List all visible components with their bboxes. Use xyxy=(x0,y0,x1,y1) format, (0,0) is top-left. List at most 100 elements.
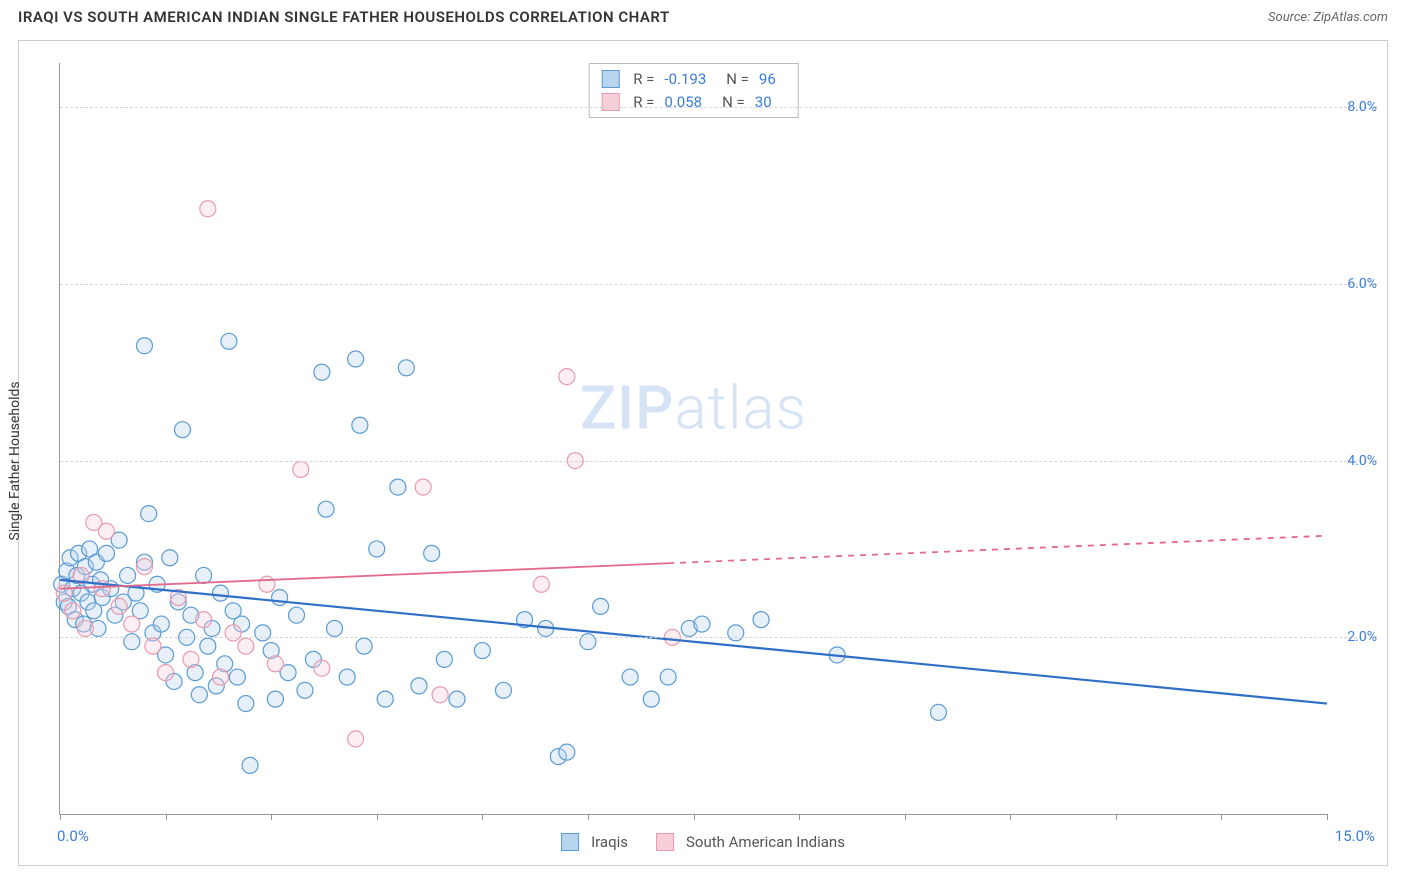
scatter-point xyxy=(191,687,207,703)
x-tick xyxy=(271,814,272,820)
scatter-point xyxy=(200,201,216,217)
scatter-point xyxy=(111,598,127,614)
x-tick xyxy=(694,814,695,820)
plot-svg xyxy=(60,63,1327,814)
scatter-point xyxy=(495,682,511,698)
y-tick-label: 8.0% xyxy=(1341,99,1377,115)
legend-swatch xyxy=(561,833,579,851)
x-axis-min-label: 0.0% xyxy=(57,827,89,845)
chart-container: Single Father Households ZIPatlas R =-0.… xyxy=(18,40,1388,866)
plot-area: ZIPatlas R =-0.193N =96R =0.058N =30 2.0… xyxy=(59,63,1327,815)
legend-series-label: Iraqis xyxy=(591,833,628,851)
legend-series-item: Iraqis xyxy=(561,833,628,851)
scatter-point xyxy=(533,576,549,592)
scatter-point xyxy=(348,731,364,747)
scatter-point xyxy=(162,550,178,566)
legend-series-label: South American Indians xyxy=(686,833,845,851)
scatter-point xyxy=(449,691,465,707)
x-tick xyxy=(377,814,378,820)
x-tick xyxy=(166,814,167,820)
scatter-point xyxy=(930,704,946,720)
legend-correlation: R = -0.193 N = 96R = 0.058 N = 30 xyxy=(588,63,799,118)
scatter-point xyxy=(242,757,258,773)
scatter-point xyxy=(158,665,174,681)
legend-n-label: N = xyxy=(722,91,745,114)
gridline xyxy=(60,284,1377,285)
x-tick xyxy=(1116,814,1117,820)
trend-line-dashed xyxy=(668,536,1327,564)
scatter-point xyxy=(229,669,245,685)
scatter-point xyxy=(436,651,452,667)
scatter-point xyxy=(559,369,575,385)
scatter-point xyxy=(120,567,136,583)
scatter-point xyxy=(559,744,575,760)
scatter-point xyxy=(259,576,275,592)
scatter-point xyxy=(124,634,140,650)
scatter-point xyxy=(314,364,330,380)
scatter-point xyxy=(327,620,343,636)
scatter-point xyxy=(293,461,309,477)
legend-r-label: R = xyxy=(633,91,654,114)
x-tick xyxy=(1221,814,1222,820)
legend-r-value: 0.058 xyxy=(664,91,702,114)
scatter-point xyxy=(255,625,271,641)
legend-n-value: 96 xyxy=(759,68,776,91)
legend-swatch xyxy=(601,70,619,88)
scatter-point xyxy=(267,691,283,707)
scatter-point xyxy=(694,616,710,632)
scatter-point xyxy=(153,616,169,632)
x-tick xyxy=(905,814,906,820)
scatter-point xyxy=(289,607,305,623)
x-tick xyxy=(1010,814,1011,820)
legend-swatch xyxy=(656,833,674,851)
gridline xyxy=(60,107,1377,108)
scatter-point xyxy=(622,669,638,685)
scatter-point xyxy=(221,333,237,349)
scatter-point xyxy=(728,625,744,641)
y-tick-label: 4.0% xyxy=(1341,453,1377,469)
legend-series: Iraqis South American Indians xyxy=(561,833,845,851)
x-tick xyxy=(588,814,589,820)
scatter-point xyxy=(593,598,609,614)
scatter-point xyxy=(212,585,228,601)
scatter-point xyxy=(124,616,140,632)
scatter-point xyxy=(339,669,355,685)
y-tick-label: 2.0% xyxy=(1341,629,1377,645)
scatter-point xyxy=(415,479,431,495)
scatter-point xyxy=(174,422,190,438)
scatter-point xyxy=(369,541,385,557)
scatter-point xyxy=(424,545,440,561)
legend-correlation-row: R = 0.058 N = 30 xyxy=(601,91,786,114)
scatter-point xyxy=(145,638,161,654)
scatter-point xyxy=(272,590,288,606)
x-tick xyxy=(1327,814,1328,820)
scatter-point xyxy=(377,691,393,707)
scatter-point xyxy=(314,660,330,676)
scatter-point xyxy=(318,501,334,517)
scatter-point xyxy=(212,669,228,685)
x-tick xyxy=(482,814,483,820)
chart-title: IRAQI VS SOUTH AMERICAN INDIAN SINGLE FA… xyxy=(18,8,670,26)
scatter-point xyxy=(432,687,448,703)
legend-r-label: R = xyxy=(633,68,654,91)
scatter-point xyxy=(225,625,241,641)
scatter-point xyxy=(238,638,254,654)
legend-n-value: 30 xyxy=(755,91,772,114)
legend-r-value: -0.193 xyxy=(664,68,706,91)
scatter-point xyxy=(98,523,114,539)
scatter-point xyxy=(348,351,364,367)
chart-source: Source: ZipAtlas.com xyxy=(1268,10,1388,25)
scatter-point xyxy=(390,479,406,495)
scatter-point xyxy=(98,545,114,561)
legend-correlation-row: R =-0.193N =96 xyxy=(601,68,786,91)
gridline xyxy=(60,461,1377,462)
x-tick xyxy=(60,814,61,820)
scatter-point xyxy=(352,417,368,433)
scatter-point xyxy=(136,559,152,575)
chart-header: IRAQI VS SOUTH AMERICAN INDIAN SINGLE FA… xyxy=(0,0,1406,32)
y-axis-label: Single Father Households xyxy=(7,381,23,540)
scatter-point xyxy=(136,338,152,354)
y-tick-label: 6.0% xyxy=(1341,276,1377,292)
scatter-point xyxy=(643,691,659,707)
scatter-point xyxy=(65,603,81,619)
